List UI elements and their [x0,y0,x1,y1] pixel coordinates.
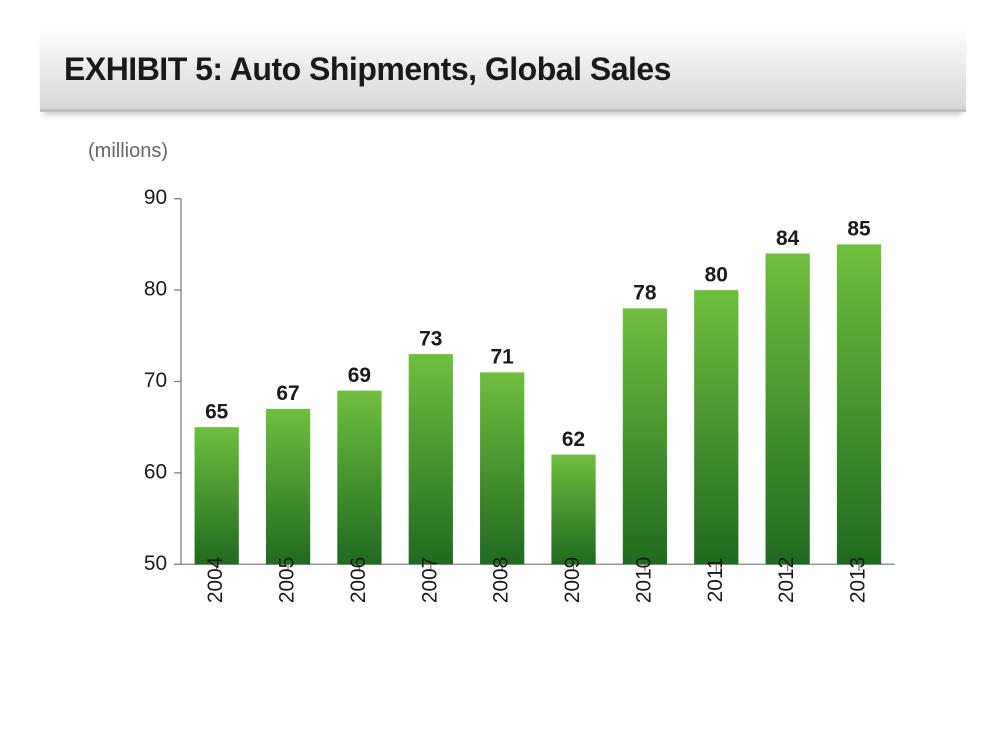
chart-title: EXHIBIT 5: Auto Shipments, Global Sales [64,51,671,88]
bar-value-label: 73 [419,327,442,350]
bar [266,409,310,564]
bar [766,254,810,565]
bar [480,372,524,564]
x-tick-label: 2006 [347,557,370,603]
chart-area: 5060708090 65676973716278808485 20042005… [60,190,960,660]
x-tick-label: 2013 [847,557,870,603]
x-tick-label: 2010 [632,557,655,603]
bar-value-label: 71 [491,346,515,369]
y-axis-unit-label: (millions) [88,140,966,163]
bar [623,308,667,564]
bar-value-label: 62 [562,428,585,451]
bar-value-label: 80 [705,263,728,286]
bar-value-label: 67 [276,382,299,405]
bar-value-label: 69 [348,364,371,387]
x-tick-label: 2012 [775,557,798,603]
y-tick-label: 70 [144,369,167,392]
bar [694,290,738,564]
page-root: EXHIBIT 5: Auto Shipments, Global Sales … [0,0,1006,740]
bar-value-label: 78 [633,282,656,305]
bar [837,244,881,564]
y-tick-label: 60 [144,460,167,483]
bar [551,455,595,565]
x-tick-label: 2009 [561,557,584,603]
x-tick-label: 2008 [490,557,513,603]
bar [409,354,453,564]
bar-value-label: 65 [205,400,229,423]
bar [337,391,381,565]
bar-value-label: 85 [847,218,871,241]
x-tick-label: 2004 [204,557,227,603]
x-tick-label: 2005 [276,557,299,603]
y-tick-label: 90 [144,186,167,209]
y-tick-label: 50 [144,552,167,575]
chart-svg: 5060708090 65676973716278808485 20042005… [60,190,960,660]
bar-value-label: 84 [776,227,800,250]
y-tick-label: 80 [144,278,167,301]
x-tick-label: 2011 [704,557,727,602]
bar [195,427,239,564]
x-tick-label: 2007 [418,557,441,603]
title-bar: EXHIBIT 5: Auto Shipments, Global Sales [40,30,966,112]
